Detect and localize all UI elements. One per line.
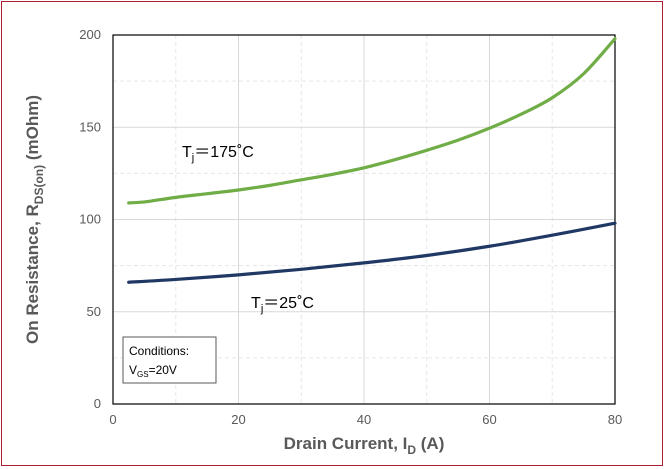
y-tick-label: 150 [79, 119, 101, 134]
y-tick-label: 200 [79, 27, 101, 42]
y-tick-label: 100 [79, 212, 101, 227]
x-tick-label: 20 [231, 412, 245, 427]
x-axis-title: Drain Current, ID (A) [284, 434, 445, 457]
x-tick-label: 80 [608, 412, 622, 427]
conditions-box [122, 336, 217, 384]
series-line-25c [127, 221, 617, 284]
conditions-title: Conditions: [129, 344, 189, 358]
series-line-175c [127, 37, 617, 205]
x-tick-labels: 0 20 40 60 80 [109, 412, 622, 427]
x-tick-label: 60 [482, 412, 496, 427]
series-label-25c: Tj＝25˚C [251, 295, 314, 315]
series-lines [127, 37, 617, 284]
plot-area [112, 34, 616, 405]
series-label-175c: Tj＝175˚C [182, 144, 254, 164]
grid-lines [113, 35, 615, 404]
x-tick-label: 0 [109, 412, 116, 427]
conditions-vgs: VGS=20V [129, 363, 177, 379]
x-tick-label: 40 [357, 412, 371, 427]
y-tick-label: 0 [94, 396, 101, 411]
y-tick-label: 50 [87, 304, 101, 319]
y-axis-title: On Resistance, RDS(on) (mOhm) [23, 95, 46, 344]
y-tick-labels: 0 50 100 150 200 [79, 27, 101, 411]
